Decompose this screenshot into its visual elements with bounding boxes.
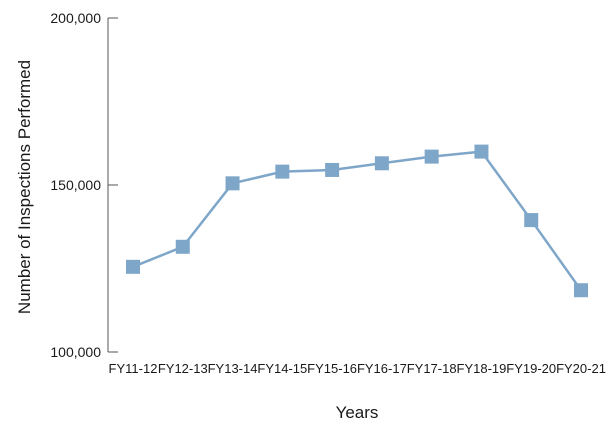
data-point-marker: [474, 144, 489, 159]
y-tick-label: 150,000: [50, 177, 101, 193]
data-point-marker: [424, 149, 439, 164]
y-tick-label: 200,000: [50, 10, 101, 26]
x-tick-label: FY15-16: [307, 361, 357, 376]
x-axis: FY11-12 FY12-13 FY13-14 FY14-15 FY15-16 FY16-…: [109, 361, 606, 376]
data-point-marker: [275, 164, 290, 179]
x-tick-label: FY19-20: [506, 361, 556, 376]
x-axis-title: Years: [336, 403, 379, 421]
x-tick-label: FY12-13: [158, 361, 208, 376]
data-point-marker: [524, 213, 539, 228]
x-tick-label: FY17-18: [407, 361, 457, 376]
y-axis-title: Number of Inspections Performed: [15, 60, 34, 314]
x-tick-label: FY13-14: [208, 361, 258, 376]
x-tick-label: FY11-12: [109, 361, 158, 376]
data-point-marker: [175, 239, 190, 254]
x-tick-label: FY20-21: [556, 361, 606, 376]
data-point-marker: [374, 156, 389, 171]
data-point-marker: [126, 259, 140, 274]
data-point-marker: [574, 283, 588, 298]
data-point-marker: [225, 176, 240, 191]
y-tick-label: 100,000: [50, 344, 101, 360]
series-layer: [126, 144, 588, 298]
x-tick-label: FY16-17: [357, 361, 407, 376]
data-point-marker: [325, 162, 340, 177]
x-tick-label: FY18-19: [457, 361, 507, 376]
y-axis: 100,000 150,000 200,000: [50, 10, 118, 360]
series-line: [132, 150, 583, 291]
x-tick-label: FY14-15: [257, 361, 307, 376]
